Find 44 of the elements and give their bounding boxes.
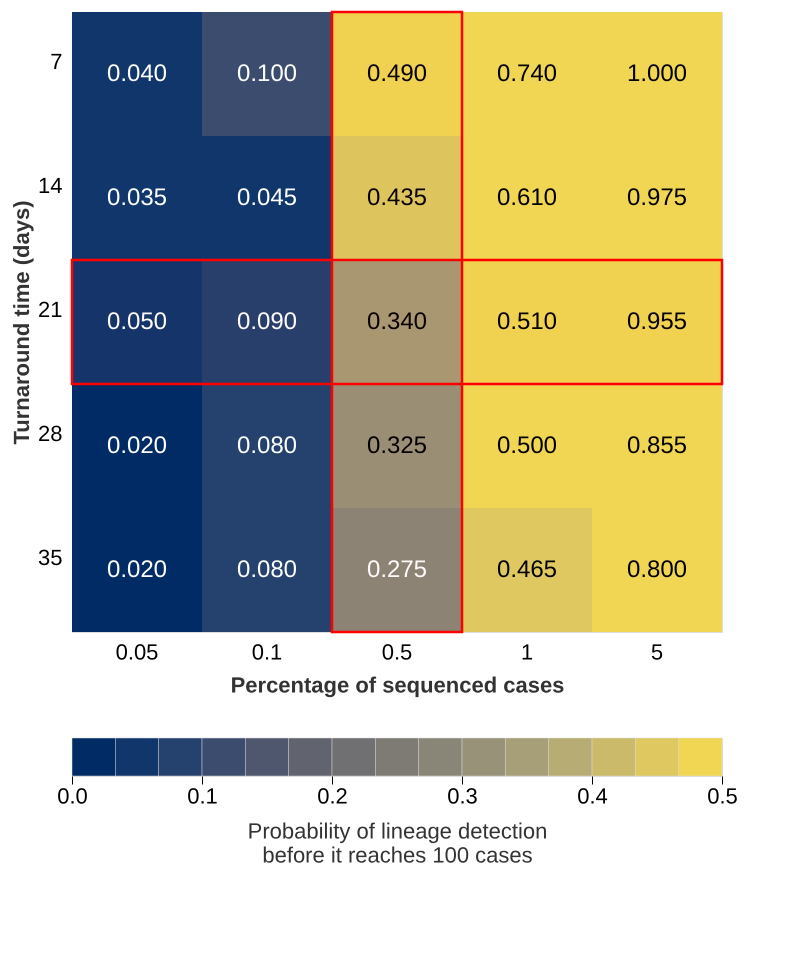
data-label: 0.275: [366, 556, 428, 583]
data-label: 0.080: [236, 556, 298, 583]
data-label: 0.325: [366, 432, 428, 459]
y-tick-label: 14: [38, 173, 62, 198]
x-tick-label: 0.5: [382, 640, 412, 664]
color-bar-title: Probability of lineage detection before it reaches 100 cases: [248, 818, 548, 868]
x-tick-label: 0.1: [252, 640, 282, 664]
data-label: 1.000: [626, 60, 688, 87]
data-label: 0.500: [496, 432, 558, 459]
color-bar-label: 0.0: [57, 784, 88, 808]
y-tick-label: 21: [38, 297, 62, 322]
x-tick-label: 1: [520, 640, 534, 664]
color-bar-label: 0.5: [707, 784, 738, 808]
data-label: 0.510: [496, 308, 558, 335]
y-tick-label: 28: [38, 421, 62, 446]
x-tick-label: 0.05: [116, 640, 158, 664]
data-label: 0.020: [106, 432, 168, 459]
data-label: 0.100: [236, 60, 298, 87]
color-bar-label: 0.4: [577, 784, 608, 808]
data-label: 0.040: [106, 60, 168, 87]
x-axis-title: Percentage of sequenced cases: [230, 672, 564, 698]
data-label: 0.340: [366, 308, 428, 335]
data-label: 0.050: [106, 308, 168, 335]
data-label: 0.020: [106, 556, 168, 583]
data-label: 0.955: [626, 308, 688, 335]
data-label: 0.045: [236, 184, 298, 211]
color-bar-label: 0.3: [447, 784, 478, 808]
color-bar-label: 0.1: [187, 784, 218, 808]
data-label: 0.435: [366, 184, 428, 211]
y-tick-label: 7: [50, 49, 62, 74]
color-bar-label: 0.2: [317, 784, 348, 808]
data-label: 0.035: [106, 184, 168, 211]
data-label: 0.490: [366, 60, 428, 87]
data-label: 0.855: [626, 432, 688, 459]
data-label: 0.740: [496, 60, 558, 87]
data-label: 0.800: [626, 556, 688, 583]
data-label: 0.465: [496, 556, 558, 583]
data-label: 0.090: [236, 308, 298, 335]
data-label: 0.080: [236, 432, 298, 459]
data-label: 0.610: [496, 184, 558, 211]
y-axis-title: Turnaround time (days): [9, 200, 34, 445]
data-label: 0.975: [626, 184, 688, 211]
y-tick-label: 35: [38, 545, 62, 570]
x-tick-label: 5: [650, 640, 664, 664]
